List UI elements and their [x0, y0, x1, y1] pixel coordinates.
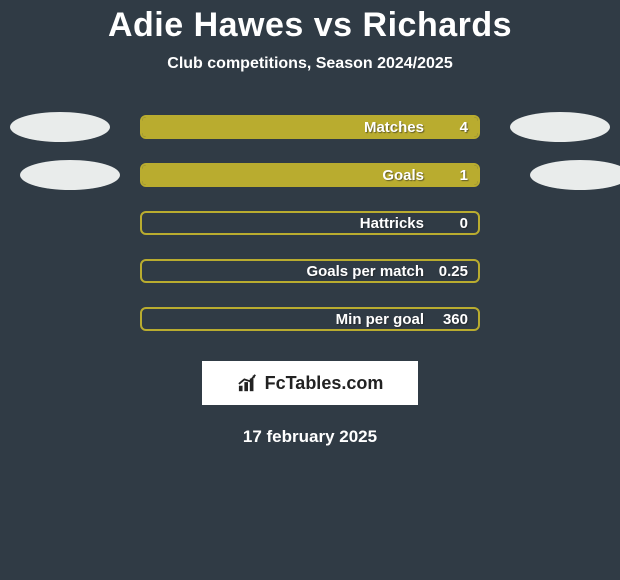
- stat-value: 4: [460, 117, 468, 137]
- stat-label: Goals per match: [142, 261, 424, 281]
- comparison-card: Adie Hawes vs Richards Club competitions…: [0, 0, 620, 580]
- player-left-ellipse: [10, 112, 110, 142]
- stat-label: Goals: [142, 165, 424, 185]
- stat-label: Matches: [142, 117, 424, 137]
- stat-value: 0.25: [439, 261, 468, 281]
- stat-label: Min per goal: [142, 309, 424, 329]
- stat-bar: Goals 1: [140, 163, 480, 187]
- stat-bar: Min per goal 360: [140, 307, 480, 331]
- stat-row: Matches 4: [0, 115, 620, 139]
- player-right-ellipse: [510, 112, 610, 142]
- stat-bar: Goals per match 0.25: [140, 259, 480, 283]
- page-subtitle: Club competitions, Season 2024/2025: [0, 55, 620, 73]
- stat-row: Min per goal 360: [0, 307, 620, 331]
- stat-rows: Matches 4 Goals 1 Hattricks 0 Goals per match 0…: [0, 115, 620, 331]
- brand-badge: FcTables.com: [202, 361, 418, 405]
- stat-row: Goals per match 0.25: [0, 259, 620, 283]
- player-right-ellipse: [530, 160, 620, 190]
- stat-value: 1: [460, 165, 468, 185]
- page-title: Adie Hawes vs Richards: [0, 0, 620, 45]
- brand-text: FcTables.com: [265, 373, 384, 394]
- stat-row: Goals 1: [0, 163, 620, 187]
- stat-bar: Hattricks 0: [140, 211, 480, 235]
- stat-row: Hattricks 0: [0, 211, 620, 235]
- bar-chart-icon: [237, 373, 259, 393]
- snapshot-date: 17 february 2025: [0, 427, 620, 447]
- stat-label: Hattricks: [142, 213, 424, 233]
- stat-bar: Matches 4: [140, 115, 480, 139]
- player-left-ellipse: [20, 160, 120, 190]
- stat-value: 360: [443, 309, 468, 329]
- stat-value: 0: [460, 213, 468, 233]
